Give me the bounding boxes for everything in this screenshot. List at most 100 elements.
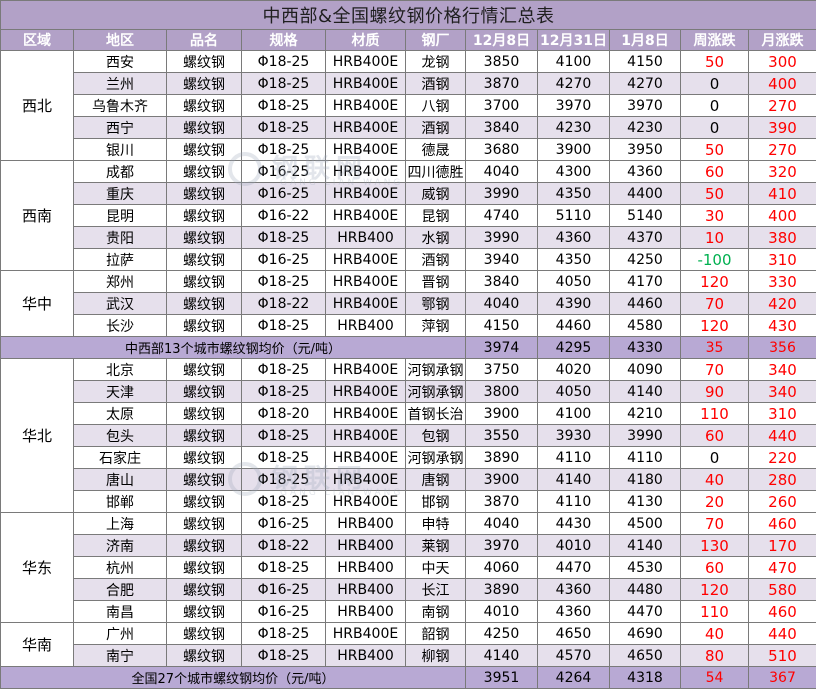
avg-price-dec8: 3951 (465, 666, 538, 689)
month-change-cell: 340 (748, 380, 816, 403)
mill-cell: 长江 (405, 578, 466, 601)
mill-cell: 南钢 (405, 600, 466, 623)
product-cell: 螺纹钢 (166, 50, 242, 73)
product-cell: 螺纹钢 (166, 72, 242, 95)
price-jan8-cell: 5140 (609, 204, 681, 227)
price-jan8-cell: 4140 (609, 380, 681, 403)
product-cell: 螺纹钢 (166, 556, 242, 579)
spec-cell: Φ18-25 (241, 226, 326, 249)
col-header-date1: 12月8日 (465, 29, 538, 51)
product-cell: 螺纹钢 (166, 248, 242, 271)
price-jan8-cell: 4090 (609, 358, 681, 381)
product-cell: 螺纹钢 (166, 468, 242, 491)
price-jan8-cell: 4130 (609, 490, 681, 513)
price-dec31-cell: 5110 (537, 204, 610, 227)
mill-cell: 首钢长治 (405, 402, 466, 425)
spec-cell: Φ16-22 (241, 204, 326, 227)
national-average-row: 全国27个城市螺纹钢均价（元/吨） 3951 4264 4318 54 367 (0, 666, 816, 689)
spec-cell: Φ18-25 (241, 138, 326, 161)
week-change-cell: 30 (680, 204, 749, 227)
mill-cell: 中天 (405, 556, 466, 579)
price-jan8-cell: 4480 (609, 578, 681, 601)
month-change-cell: 340 (748, 358, 816, 381)
month-change-cell: 430 (748, 314, 816, 337)
mill-cell: 柳钢 (405, 644, 466, 667)
price-dec8-cell: 3700 (465, 94, 538, 117)
product-cell: 螺纹钢 (166, 204, 242, 227)
week-change-cell: 80 (680, 644, 749, 667)
spec-cell: Φ18-25 (241, 468, 326, 491)
price-jan8-cell: 4690 (609, 622, 681, 645)
week-change-cell: 120 (680, 578, 749, 601)
region-cell: 华东 (0, 512, 74, 623)
price-dec8-cell: 4040 (465, 512, 538, 535)
city-cell: 重庆 (73, 182, 167, 205)
avg-price-jan8: 4330 (609, 336, 681, 359)
price-jan8-cell: 4150 (609, 50, 681, 73)
price-dec31-cell: 3930 (537, 424, 610, 447)
city-cell: 长沙 (73, 314, 167, 337)
spec-cell: Φ18-25 (241, 622, 326, 645)
price-jan8-cell: 4370 (609, 226, 681, 249)
spec-cell: Φ18-25 (241, 270, 326, 293)
price-dec31-cell: 4360 (537, 226, 610, 249)
mill-cell: 鄂钢 (405, 292, 466, 315)
product-cell: 螺纹钢 (166, 534, 242, 557)
price-jan8-cell: 4580 (609, 314, 681, 337)
city-cell: 武汉 (73, 292, 167, 315)
price-jan8-cell: 4270 (609, 72, 681, 95)
price-dec31-cell: 4350 (537, 248, 610, 271)
mill-cell: 八钢 (405, 94, 466, 117)
product-cell: 螺纹钢 (166, 402, 242, 425)
price-dec31-cell: 4270 (537, 72, 610, 95)
table-row: 华南 广州 螺纹钢 Φ18-25 HRB400E 韶钢 4250 4650 4690 40 440 (0, 622, 816, 667)
table-row: 西南 成都 螺纹钢 Φ16-25 HRB400E 四川德胜 4040 4300 4360 60 32… (0, 160, 816, 271)
product-cell: 螺纹钢 (166, 182, 242, 205)
central-average-row: 中西部13个城市螺纹钢均价（元/吨） 3974 4295 4330 35 356 (0, 336, 816, 359)
month-change-cell: 580 (748, 578, 816, 601)
mill-cell: 邯钢 (405, 490, 466, 513)
price-jan8-cell: 4110 (609, 446, 681, 469)
material-cell: HRB400E (325, 358, 406, 381)
product-cell: 螺纹钢 (166, 358, 242, 381)
table-row: 合肥 螺纹钢 Φ16-25 HRB400 长江 3890 4360 4480 120 580 (1, 578, 816, 601)
price-dec31-cell: 4570 (537, 644, 610, 667)
table-row: 天津 螺纹钢 Φ18-25 HRB400E 河钢承钢 3800 4050 4140 90 340 (1, 380, 816, 403)
city-cell: 南昌 (73, 600, 167, 623)
month-change-cell: 170 (748, 534, 816, 557)
price-dec8-cell: 3890 (465, 578, 538, 601)
price-dec8-cell: 4060 (465, 556, 538, 579)
week-change-cell: 130 (680, 534, 749, 557)
city-cell: 石家庄 (73, 446, 167, 469)
material-cell: HRB400 (325, 534, 406, 557)
price-jan8-cell: 4230 (609, 116, 681, 139)
spec-cell: Φ18-25 (241, 94, 326, 117)
price-jan8-cell: 3950 (609, 138, 681, 161)
week-change-cell: 0 (680, 116, 749, 139)
product-cell: 螺纹钢 (166, 644, 242, 667)
material-cell: HRB400E (325, 468, 406, 491)
mill-cell: 河钢承钢 (405, 358, 466, 381)
material-cell: HRB400E (325, 204, 406, 227)
product-cell: 螺纹钢 (166, 490, 242, 513)
avg-week-change: 35 (680, 336, 749, 359)
city-cell: 太原 (73, 402, 167, 425)
product-cell: 螺纹钢 (166, 160, 242, 183)
price-dec8-cell: 4040 (465, 292, 538, 315)
price-dec31-cell: 4300 (537, 160, 610, 183)
table-row: 南昌 螺纹钢 Φ16-25 HRB400 南钢 4010 4360 4470 110 460 (1, 600, 816, 623)
price-jan8-cell: 4360 (609, 160, 681, 183)
product-cell: 螺纹钢 (166, 622, 242, 645)
city-cell: 乌鲁木齐 (73, 94, 167, 117)
price-dec8-cell: 3900 (465, 468, 538, 491)
table-row: 邯郸 螺纹钢 Φ18-25 HRB400E 邯钢 3870 4110 4130 20 260 (1, 490, 816, 513)
price-dec31-cell: 4020 (537, 358, 610, 381)
price-dec8-cell: 3870 (465, 490, 538, 513)
month-change-cell: 310 (748, 402, 816, 425)
city-cell: 西宁 (73, 116, 167, 139)
col-header-product: 品名 (166, 29, 242, 51)
price-dec31-cell: 4010 (537, 534, 610, 557)
week-change-cell: 120 (680, 314, 749, 337)
table-row: 重庆 螺纹钢 Φ16-25 HRB400E 威钢 3990 4350 4400 50 410 (1, 182, 816, 205)
week-change-cell: -100 (680, 248, 749, 271)
